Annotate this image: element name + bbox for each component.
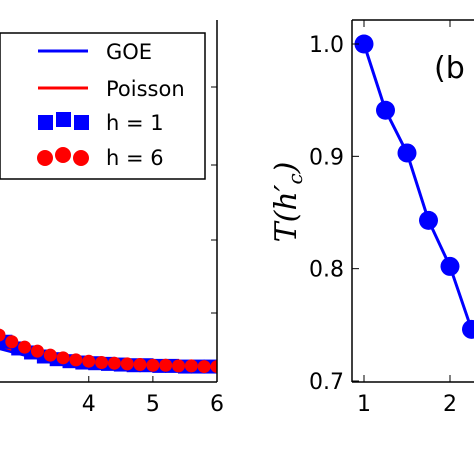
right-series-point (397, 143, 417, 163)
left-plot-area (0, 328, 217, 374)
series-h-6-point (56, 351, 70, 365)
panel-label-b: (b (434, 51, 465, 86)
series-h-6-point (5, 335, 19, 349)
series-h-6-point (184, 359, 198, 373)
right-series-point (354, 34, 374, 54)
series-h-6-point (159, 358, 173, 372)
right-panel: T(h′c) 0.7 0.8 0.9 1.0 1 2 (b (269, 19, 474, 417)
right-series-point (419, 210, 438, 230)
series-h-6-point (18, 340, 32, 354)
series-h-6-point (82, 354, 96, 368)
legend-h6-markers (37, 147, 89, 166)
right-tick-labels: 0.7 0.8 0.9 1.0 1 2 (309, 33, 457, 417)
right-series-point (376, 100, 395, 120)
right-series-line (362, 43, 473, 330)
right-x-tick-label: 2 (443, 392, 457, 417)
right-series-point (440, 256, 460, 276)
legend-h1-markers (38, 112, 89, 130)
legend-goe-label: GOE (106, 40, 152, 64)
legend: GOE Poisson h = 1 h = 6 (0, 32, 206, 180)
right-y-tick-label: 0.7 (309, 370, 344, 395)
right-x-tick-label: 1 (357, 392, 371, 417)
series-h-6-point (30, 344, 44, 358)
series-h-6-point (146, 358, 160, 372)
left-x-tick-label: 5 (146, 392, 160, 417)
right-y-tick-label: 1.0 (309, 33, 344, 58)
series-h-6-point (107, 356, 121, 370)
left-panel: 4 5 6 GOE Poisson h = 1 h = 6 (0, 20, 224, 417)
series-h-6-point (133, 358, 147, 372)
right-series-point (462, 319, 474, 339)
right-plot-area (354, 34, 474, 339)
series-h-6-point (69, 353, 83, 367)
series-h-6-point (197, 360, 211, 374)
series-h-6-point (120, 357, 134, 371)
right-y-tick-label: 0.9 (309, 145, 344, 170)
legend-frame (0, 32, 206, 180)
series-h-6-point (43, 348, 57, 362)
left-x-tick-label: 6 (210, 392, 224, 417)
right-y-tick-label: 0.8 (309, 258, 344, 283)
left-axes (0, 20, 218, 383)
legend-h1-label: h = 1 (106, 111, 164, 135)
legend-h6-label: h = 6 (106, 146, 164, 170)
legend-poisson-label: Poisson (106, 77, 185, 101)
left-tick-labels: 4 5 6 (82, 392, 224, 417)
series-h-6-point (210, 360, 217, 374)
series-h-6-point (95, 356, 109, 370)
series-h-6-point (172, 359, 186, 373)
right-axes (351, 19, 474, 383)
right-y-axis-label: T(h′c) (269, 162, 307, 243)
left-x-tick-label: 4 (82, 392, 96, 417)
series-h-6-point (0, 328, 6, 342)
